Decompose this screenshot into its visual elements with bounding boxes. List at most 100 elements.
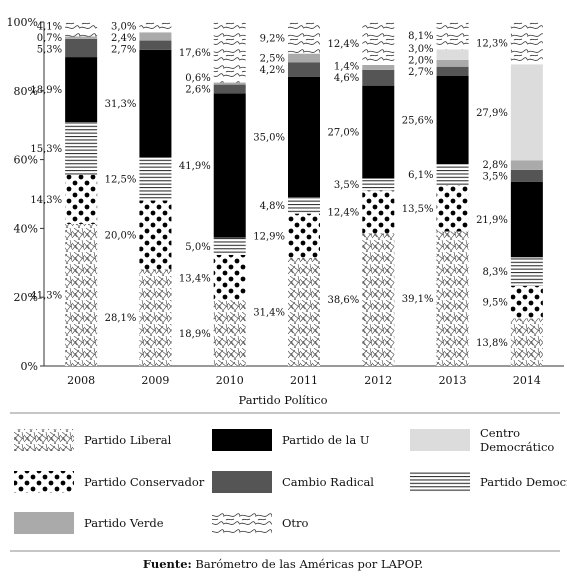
bar-segment-u: [139, 49, 172, 158]
legend-label: Partido de la U: [282, 433, 370, 447]
bar-segment-u: [288, 76, 320, 198]
bar-segment-verde: [139, 32, 172, 41]
legend-item-conservador: Partido Conservador: [14, 471, 205, 493]
bar-segment-otro: [510, 22, 543, 65]
x-axis-title: Partido Político: [238, 393, 327, 407]
y-tick-label: 0%: [21, 360, 38, 373]
legend-item-democratico: Partido Democrático: [410, 471, 567, 493]
data-label: 2,7%: [408, 67, 433, 78]
bar-segment-cambio: [510, 169, 543, 182]
data-label: 2,0%: [408, 55, 433, 66]
data-label: 12,4%: [328, 39, 360, 50]
data-label: 5,3%: [37, 45, 62, 56]
data-label: 2,4%: [111, 33, 136, 44]
data-label: 31,3%: [105, 99, 137, 110]
data-label: 3,5%: [334, 180, 359, 191]
bar-segment-liberal: [213, 300, 246, 366]
legend-swatch-otro: [212, 512, 272, 534]
bar-segment-centro: [510, 64, 543, 161]
data-label: 12,5%: [105, 175, 137, 186]
data-label: 13,5%: [402, 204, 434, 215]
bar-segment-centro: [436, 49, 469, 60]
bar-segment-u: [213, 93, 246, 238]
legend-item-otro: Otro: [212, 512, 309, 534]
bar-segment-liberal: [510, 318, 543, 366]
bar-segment-verde: [436, 59, 469, 67]
data-label: 12,3%: [476, 39, 508, 50]
data-label: 20,0%: [105, 230, 137, 241]
legend-label: Centro: [480, 426, 520, 440]
bar-segment-conservador: [436, 185, 469, 232]
data-label: 4,2%: [260, 65, 285, 76]
bar-segment-conservador: [65, 174, 98, 224]
data-label: 5,0%: [185, 242, 210, 253]
bar-segment-conservador: [139, 200, 172, 270]
bar-segment-liberal: [362, 233, 395, 366]
data-label: 31,4%: [253, 307, 285, 318]
bar-segment-u: [436, 76, 469, 165]
bar-segment-cambio: [139, 40, 172, 50]
bar-segment-democratico: [139, 157, 172, 201]
data-label: 3,0%: [111, 22, 136, 33]
data-label: 28,1%: [105, 313, 137, 324]
bar-segment-otro: [213, 22, 246, 83]
data-label: 9,2%: [260, 33, 285, 44]
bar-segment-liberal: [139, 269, 172, 366]
legend-label: Partido Liberal: [84, 433, 172, 447]
data-label: 6,1%: [408, 170, 433, 181]
data-label: 8,3%: [482, 267, 507, 278]
bar-segment-liberal: [65, 223, 98, 366]
bar-segment-verde: [213, 82, 246, 85]
bar-segment-conservador: [288, 213, 320, 258]
data-label: 27,0%: [328, 128, 360, 139]
legend-swatch-democratico: [410, 471, 470, 493]
legend-item-u: Partido de la U: [212, 429, 370, 451]
data-label: 1,4%: [334, 62, 359, 73]
bar-segment-cambio: [213, 84, 246, 94]
bar-segment-conservador: [213, 254, 246, 301]
y-tick-label: 80%: [14, 85, 38, 98]
bar-segment-liberal: [436, 231, 469, 366]
legend-item-liberal: Partido Liberal: [14, 429, 172, 451]
y-tick-label: 100%: [7, 16, 38, 29]
data-label: 25,6%: [402, 116, 434, 127]
bar-segment-u: [510, 181, 543, 258]
legend: Partido Liberal Partido de la U CentroDemo…: [14, 426, 567, 534]
legend-label: Partido Conservador: [84, 475, 205, 489]
segment-labels: 41,3% 14,3% 15,3% 18,9% 5,3%0,7%4,1% 28,1% 20,…: [30, 22, 507, 349]
data-label: 2,6%: [185, 85, 210, 96]
y-tick-label: 40%: [14, 222, 38, 235]
bar-segment-verde: [65, 36, 98, 39]
axes: 0% 20% 40% 60% 80% 100% 2008 2009 2010 2011 2012 20…: [7, 16, 564, 387]
bar-segment-otro: [65, 22, 98, 37]
legend-swatch-u: [212, 429, 272, 451]
legend-swatch-liberal: [14, 429, 74, 451]
data-label: 18,9%: [30, 85, 62, 96]
source-bold: Fuente:: [143, 557, 192, 571]
bar-segment-u: [65, 57, 98, 123]
x-tick-label: 2014: [513, 374, 541, 387]
data-label: 3,0%: [408, 44, 433, 55]
legend-swatch-verde: [14, 512, 74, 534]
data-label: 27,9%: [476, 108, 508, 119]
data-label: 0,7%: [37, 33, 62, 44]
legend-label: Otro: [282, 516, 309, 530]
legend-swatch-centro: [410, 429, 470, 451]
data-label: 15,3%: [30, 144, 62, 155]
bar-segment-verde: [288, 53, 320, 63]
data-label: 21,9%: [476, 215, 508, 226]
bar-segment-cambio: [436, 66, 469, 77]
bar-segment-cambio: [288, 62, 320, 77]
x-tick-label: 2011: [290, 374, 318, 387]
data-label: 3,5%: [482, 171, 507, 182]
legend-label: Cambio Radical: [282, 475, 374, 489]
bar-segment-democratico: [362, 178, 395, 191]
bar-segment-cambio: [362, 69, 395, 86]
data-label: 0,6%: [185, 73, 210, 84]
bar-segment-democratico: [213, 237, 246, 255]
bar-segment-conservador: [510, 285, 543, 319]
data-label: 17,6%: [179, 48, 211, 59]
data-label: 41,3%: [30, 290, 62, 301]
